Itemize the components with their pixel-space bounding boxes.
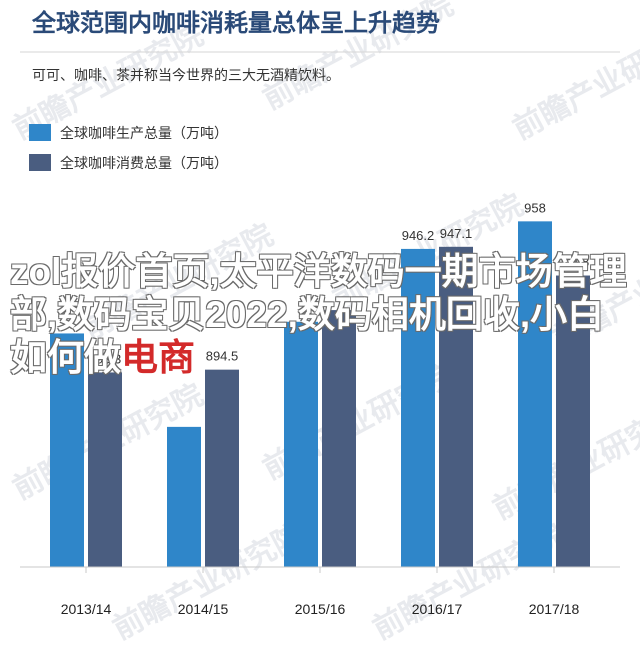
bar-value-label: 947.1: [440, 226, 473, 241]
chart-title: 全球范围内咖啡消耗量总体呈上升趋势: [31, 9, 440, 37]
overlay-caption-main: zol报价首页,太平洋数码一期市场管理部,数码宝贝2022,数码相机回收,小白如…: [10, 251, 627, 378]
bar-value-label: 894.5: [206, 349, 239, 364]
overlay-caption: zol报价首页,太平洋数码一期市场管理部,数码宝贝2022,数码相机回收,小白如…: [10, 250, 630, 379]
bar: [439, 246, 473, 567]
bar-value-label: 893.3: [89, 351, 122, 366]
bar: [88, 372, 122, 567]
x-tick-label: 2014/15: [178, 601, 229, 617]
x-tick-label: 2016/17: [412, 601, 463, 617]
bar: [322, 310, 356, 567]
legend-swatch: [29, 154, 51, 171]
overlay-caption-tail: 电商: [121, 337, 195, 378]
legend-label: 全球咖啡生产总量（万吨）: [60, 125, 228, 141]
bar: [401, 248, 435, 567]
bar: [205, 369, 239, 567]
legend-label: 全球咖啡消费总量（万吨）: [60, 155, 228, 171]
bar: [50, 333, 84, 567]
x-tick-label: 2013/14: [61, 601, 112, 617]
bar-value-label: 946.2: [402, 228, 435, 243]
legend-swatch: [29, 124, 51, 141]
bar: [518, 221, 552, 567]
bar: [284, 321, 318, 567]
bar: [556, 275, 590, 567]
bar-value-label: 934.8: [557, 255, 590, 270]
bar-value-label: 958: [524, 200, 546, 215]
chart-subtitle: 可可、咖啡、茶并称当今世界的三大无酒精饮料。: [32, 67, 340, 83]
bar: [167, 426, 201, 567]
x-tick-label: 2015/16: [295, 601, 346, 617]
legend: 全球咖啡生产总量（万吨） 全球咖啡消费总量（万吨）: [29, 124, 228, 171]
x-axis-ticks: 2013/14 2014/15 2015/16 2016/17 2017/18: [61, 567, 580, 617]
bars: 893.3 894.5 946.2 947.1 958 934.8: [50, 200, 590, 567]
x-tick-label: 2017/18: [529, 601, 580, 617]
